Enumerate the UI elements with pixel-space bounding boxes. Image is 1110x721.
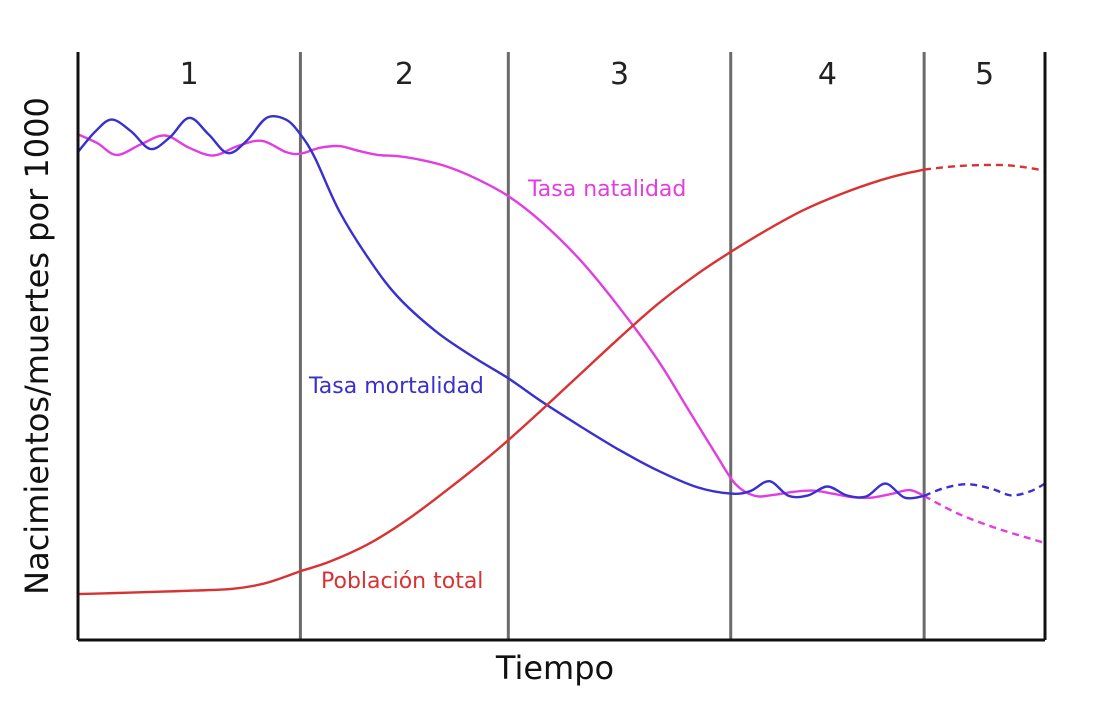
population-line [76, 168, 926, 596]
population-label: Población total [321, 569, 483, 594]
stage-dividers [298, 52, 926, 640]
x-axis-label: Tiempo [495, 649, 614, 687]
death-rate-projection-line [923, 482, 1046, 498]
death-rate-label: Tasa mortalidad [308, 374, 484, 399]
population-projection-line [923, 163, 1046, 172]
axes [76, 52, 1047, 642]
y-axis-label: Nacimientos/muertes por 1000 [18, 97, 56, 595]
series-layer [76, 114, 1046, 596]
stage-label-2: 2 [395, 57, 414, 92]
birth-rate-label: Tasa natalidad [527, 177, 686, 202]
stage-label-1: 1 [180, 57, 199, 92]
birth-rate-projection-line [923, 494, 1046, 545]
death-rate-line [76, 114, 926, 500]
stage-labels: 1 2 3 4 5 [180, 57, 994, 92]
stage-label-3: 3 [610, 57, 629, 92]
stage-label-4: 4 [818, 57, 837, 92]
stage-label-5: 5 [975, 57, 994, 92]
birth-rate-line [76, 133, 926, 500]
